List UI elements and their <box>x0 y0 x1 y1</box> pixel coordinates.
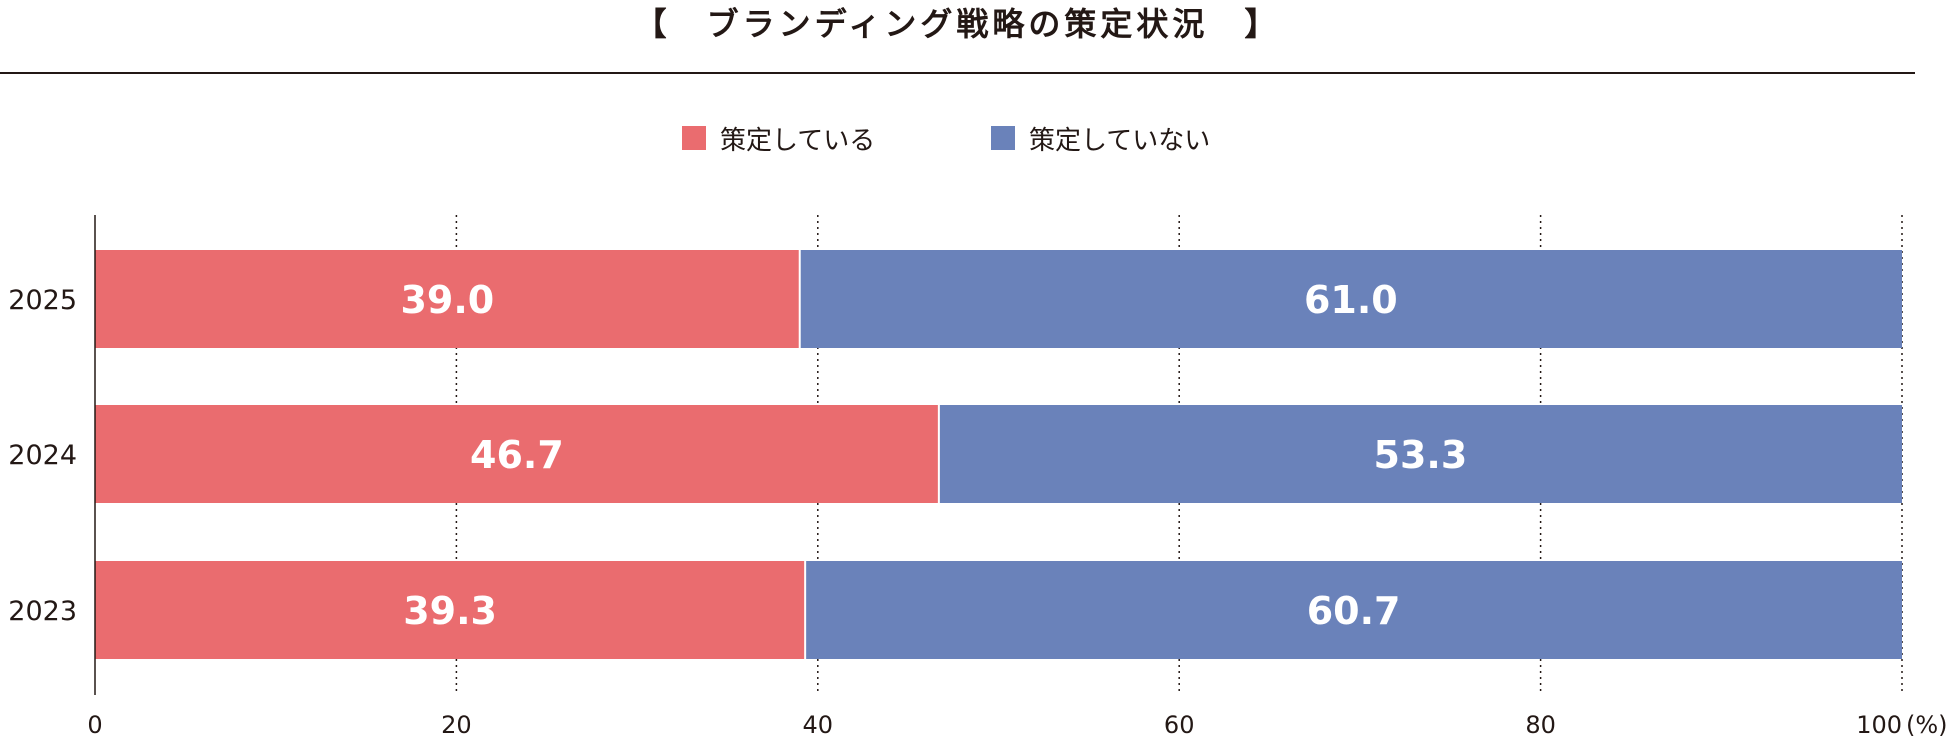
category-label-2023: 2023 <box>8 596 77 627</box>
bar-2023-series-1 <box>805 561 1902 659</box>
value-label-2024-series-0: 46.7 <box>470 433 564 477</box>
x-axis-unit: (%) <box>1906 711 1948 739</box>
x-tick-label-40: 40 <box>803 711 834 739</box>
chart-title: 【 ブランディング戦略の策定状況 】 <box>634 5 1281 43</box>
category-label-2025: 2025 <box>8 285 77 316</box>
bar-2023-series-0 <box>95 561 806 659</box>
legend-label-implemented: 策定している <box>720 125 876 156</box>
bar-2024-series-0 <box>95 405 939 503</box>
legend-item-not-implemented: 策定していない <box>991 120 1210 156</box>
value-label-2024-series-1: 53.3 <box>1374 433 1468 477</box>
bar-2025-series-1 <box>799 250 1902 348</box>
legend: 策定している 策定していない <box>0 120 1915 156</box>
legend-label-not-implemented: 策定していない <box>1029 125 1211 156</box>
x-tick-label-20: 20 <box>441 711 472 739</box>
data-labels: 39.0 61.0 2025 46.7 53.3 2024 39.3 60.7 2023 <box>8 278 1467 633</box>
x-tick-label-100: 100 <box>1856 711 1902 739</box>
x-tick-label-60: 60 <box>1164 711 1195 739</box>
value-label-2025-series-0: 39.0 <box>400 278 494 322</box>
bars <box>95 250 1902 659</box>
value-label-2023-series-0: 39.3 <box>403 589 497 633</box>
value-label-2023-series-1: 60.7 <box>1307 589 1401 633</box>
value-label-2025-series-1: 61.0 <box>1304 278 1398 322</box>
legend-item-implemented: 策定している <box>682 120 875 156</box>
title-divider <box>0 72 1915 74</box>
axes: 0 20 40 60 80 100 (%) <box>87 215 1948 739</box>
x-tick-label-0: 0 <box>87 711 102 739</box>
legend-swatch-not-implemented <box>991 126 1015 150</box>
legend-swatch-implemented <box>682 126 706 150</box>
bar-2025-series-0 <box>95 250 800 348</box>
bar-2024-series-1 <box>938 405 1902 503</box>
category-label-2024: 2024 <box>8 440 77 471</box>
x-tick-label-80: 80 <box>1525 711 1556 739</box>
